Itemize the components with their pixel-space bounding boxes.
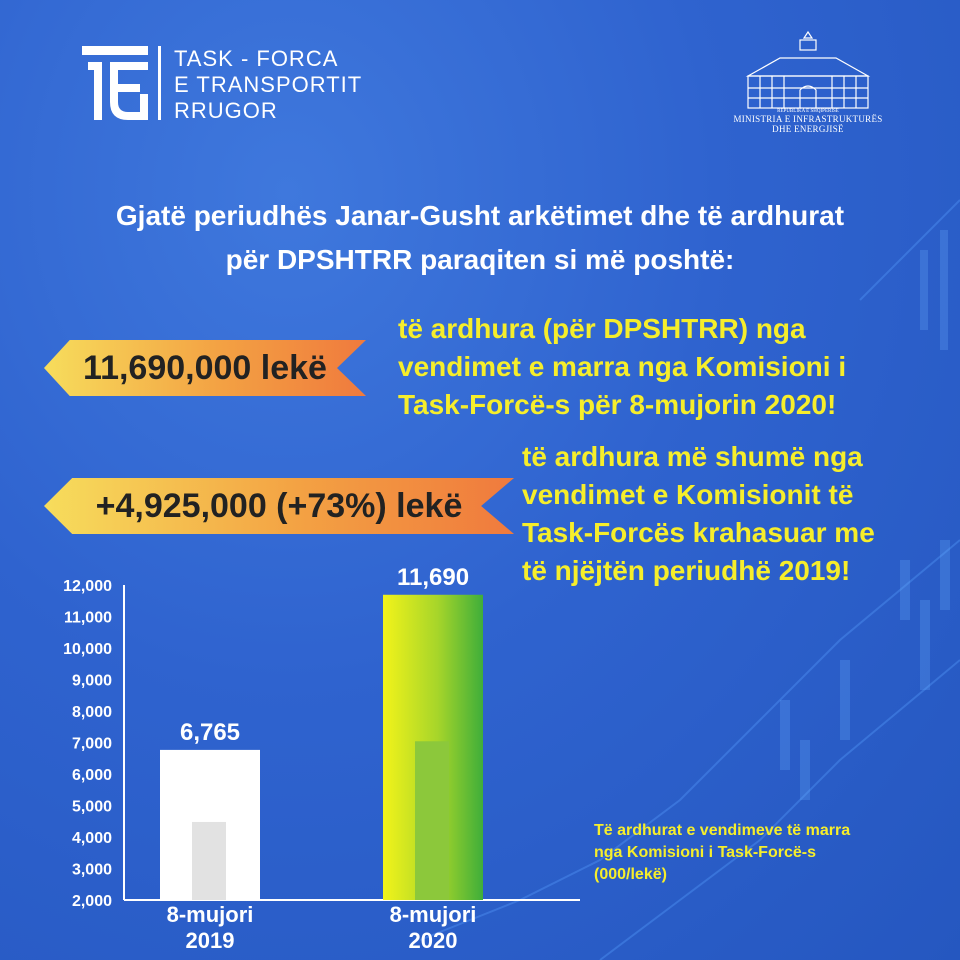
increase-ribbon: +4,925,000 (+73%) lekë xyxy=(44,478,514,534)
task-force-logo xyxy=(82,46,161,120)
y-tick-label: 12,000 xyxy=(63,578,112,595)
y-tick-label: 10,000 xyxy=(63,641,112,658)
highlight-1-description: të ardhura (për DPSHTRR) nga vendimet e … xyxy=(398,310,918,424)
chart-note-line-1: Të ardhurat e vendimeve të marra xyxy=(594,822,851,839)
x-category-label: 2019 xyxy=(186,928,235,953)
headline-line-2: për DPSHTRR paraqiten si më poshtë: xyxy=(225,244,735,275)
x-category-label: 8-mujori xyxy=(167,902,254,927)
highlight-2-description: të ardhura më shumë nga vendimet e Komis… xyxy=(522,438,942,590)
headline-line-1: Gjatë periudhës Janar-Gusht arkëtimet dh… xyxy=(115,200,845,231)
bar-shading-2020 xyxy=(415,741,449,900)
bar-value-label: 11,690 xyxy=(397,564,469,591)
logo-line-3: RRUGOR xyxy=(174,98,278,123)
x-category-label: 8-mujori xyxy=(390,902,477,927)
logo-line-1: TASK - FORCA xyxy=(174,46,339,71)
ministry-republic-text: REPUBLIKA E SHQIPËRISË xyxy=(777,108,839,114)
highlight-1-line-1: të ardhura (për DPSHTRR) nga xyxy=(398,313,806,344)
y-tick-label: 5,000 xyxy=(72,799,112,816)
y-tick-label: 9,000 xyxy=(72,673,112,690)
y-tick-label: 8,000 xyxy=(72,704,112,721)
y-tick-label: 2,000 xyxy=(72,893,112,910)
y-tick-label: 4,000 xyxy=(72,830,112,847)
highlight-2-line-1: të ardhura më shumë nga xyxy=(522,441,863,472)
revenue-bar-chart: 2,000 3,000 4,000 5,000 6,000 7,000 8,000 9,000… xyxy=(63,564,580,953)
highlight-2-line-2: vendimet e Komisionit të xyxy=(522,479,854,510)
ministry-text: MINISTRIA E INFRASTRUKTURËS DHE ENERGJIS… xyxy=(728,114,888,134)
headline: Gjatë periudhës Janar-Gusht arkëtimet dh… xyxy=(60,194,900,282)
highlight-1-line-2: vendimet e marra nga Komisioni i xyxy=(398,351,847,382)
logo-line-2: E TRANSPORTIT xyxy=(174,72,363,97)
chart-note-line-3: (000/lekë) xyxy=(594,866,667,883)
highlight-2-line-4: të njëjtën periudhë 2019! xyxy=(522,555,851,586)
y-tick-label: 6,000 xyxy=(72,767,112,784)
y-tick-label: 3,000 xyxy=(72,862,112,879)
chart-note: Të ardhurat e vendimeve të marra nga Kom… xyxy=(594,820,914,886)
y-tick-label: 11,000 xyxy=(64,610,112,627)
ministry-line-2: DHE ENERGJISË xyxy=(772,124,844,134)
y-tick-label: 7,000 xyxy=(72,736,112,753)
bar-value-label: 6,765 xyxy=(180,719,240,746)
chart-note-line-2: nga Komisioni i Task-Forcë-s xyxy=(594,844,816,861)
highlight-1-line-3: Task-Forcë-s për 8-mujorin 2020! xyxy=(398,389,837,420)
ministry-building-icon: REPUBLIKA E SHQIPËRISË xyxy=(745,30,871,114)
amount-ribbon-2020: 11,690,000 lekë xyxy=(44,340,366,396)
bar-shading-2019 xyxy=(192,821,226,900)
ministry-line-1: MINISTRIA E INFRASTRUKTURËS xyxy=(733,114,883,124)
x-category-label: 2020 xyxy=(409,928,458,953)
logo-text: TASK - FORCA E TRANSPORTIT RRUGOR xyxy=(174,46,362,124)
highlight-2-line-3: Task-Forcës krahasuar me xyxy=(522,517,875,548)
